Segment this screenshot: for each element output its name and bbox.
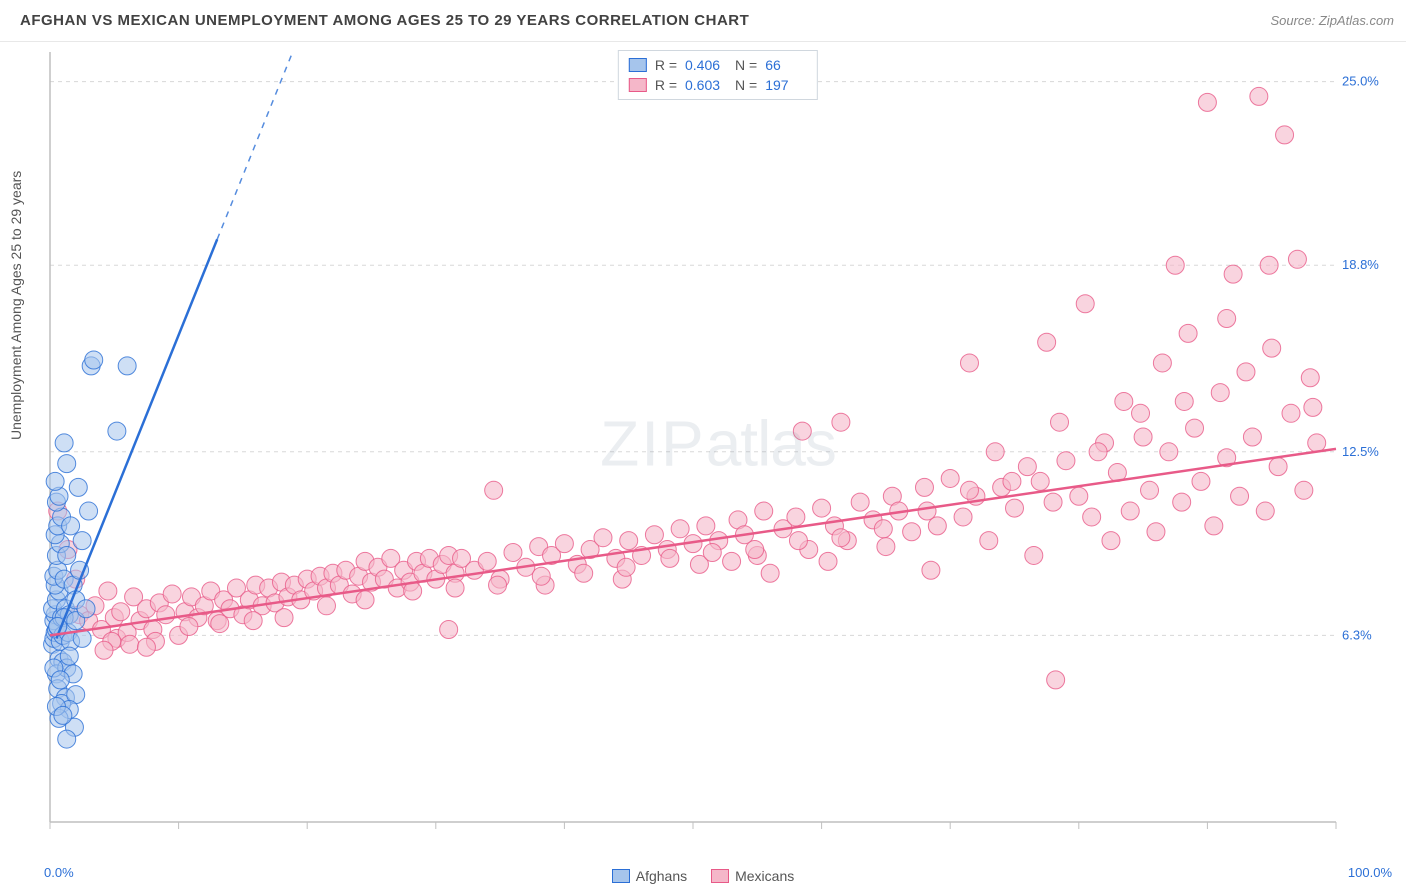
chart-svg: 6.3% 12.5% 18.8% 25.0% [40,42,1396,852]
source-attribution: Source: ZipAtlas.com [1270,13,1394,28]
r-label-1: R = [655,75,677,95]
chart-title: AFGHAN VS MEXICAN UNEMPLOYMENT AMONG AGE… [20,12,749,29]
chart-header: AFGHAN VS MEXICAN UNEMPLOYMENT AMONG AGE… [0,0,1406,42]
r-label-0: R = [655,55,677,75]
svg-text:12.5%: 12.5% [1342,444,1379,459]
r-value-1: 0.603 [685,75,727,95]
legend-item-afghans: Afghans [612,868,687,884]
n-value-1: 197 [765,75,807,95]
r-value-0: 0.406 [685,55,727,75]
n-label-0: N = [735,55,757,75]
series-legend: Afghans Mexicans [0,868,1406,884]
x-min-label: 0.0% [44,865,74,880]
y-axis-title: Unemployment Among Ages 25 to 29 years [8,171,24,440]
swatch-mexicans [629,78,647,92]
legend-row-afghans: R = 0.406 N = 66 [629,55,807,75]
correlation-legend: R = 0.406 N = 66 R = 0.603 N = 197 [618,50,818,100]
legend-row-mexicans: R = 0.603 N = 197 [629,75,807,95]
legend-label-mexicans: Mexicans [735,868,794,884]
x-max-label: 100.0% [1348,865,1392,880]
swatch-afghans [629,58,647,72]
n-value-0: 66 [765,55,807,75]
legend-label-afghans: Afghans [636,868,687,884]
svg-text:6.3%: 6.3% [1342,627,1372,642]
svg-text:25.0%: 25.0% [1342,74,1379,89]
swatch-mexicans-b [711,869,729,883]
svg-text:18.8%: 18.8% [1342,257,1379,272]
legend-item-mexicans: Mexicans [711,868,794,884]
chart-plot-area: 6.3%12.5%18.8%25.0% ZIPatlas R = 0.406 N… [40,42,1396,852]
swatch-afghans-b [612,869,630,883]
n-label-1: N = [735,75,757,95]
